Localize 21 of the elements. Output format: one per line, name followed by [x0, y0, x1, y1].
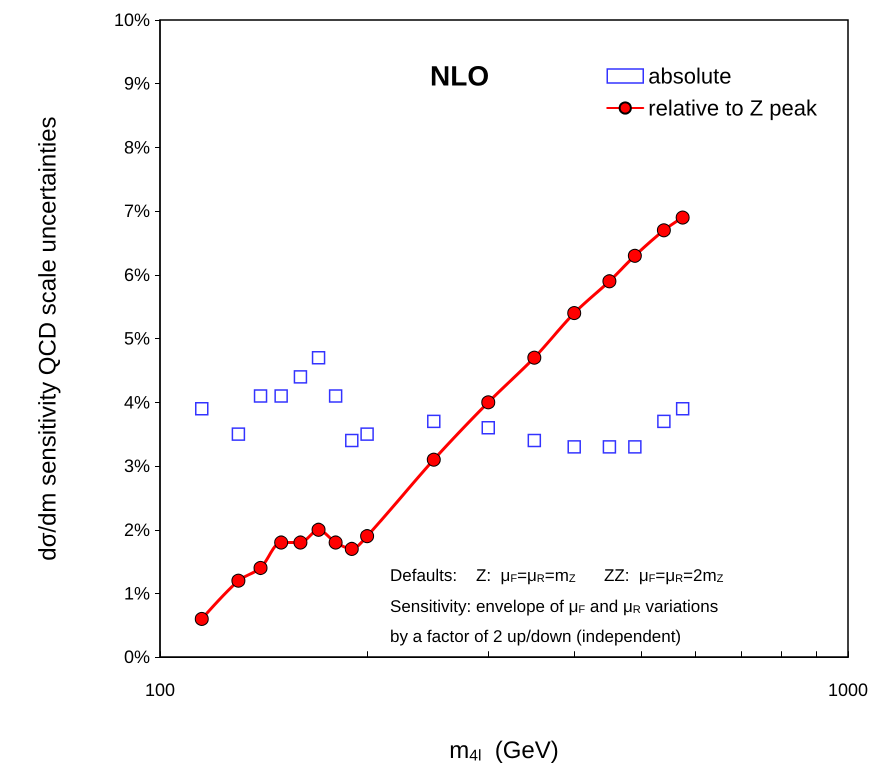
- y-tick-label: 1%: [124, 583, 150, 604]
- y-tick-label: 0%: [124, 647, 150, 668]
- annotation: NLO: [430, 60, 490, 92]
- y-tick-label: 8%: [124, 137, 150, 158]
- y-tick-label: 3%: [124, 456, 150, 476]
- legend-label: absolute: [648, 64, 732, 88]
- y-tick-label: 5%: [124, 328, 150, 349]
- y-tick-label: 4%: [124, 392, 150, 412]
- y-tick-label: 10%: [114, 10, 150, 30]
- annotation: Sensitivity: envelope of μF and μR variations: [390, 596, 718, 616]
- x-tick-label: 100: [144, 680, 176, 700]
- y-axis-title: dσ/dm sensitivity QCD scale uncertainties: [34, 116, 62, 561]
- x-tick-label: 1000: [828, 680, 868, 700]
- y-tick-label: 2%: [124, 520, 150, 540]
- text: Defaults: Z: μF=μR=mZ ZZ: μF=μR=2mZ: [390, 566, 724, 586]
- y-tick-label: 6%: [124, 264, 150, 285]
- legend-label: relative to Z peak: [648, 96, 818, 120]
- x-axis-title: m4l (GeV): [449, 737, 559, 764]
- annotation: by a factor of 2 up/down (independent): [390, 627, 682, 646]
- y-tick-label: 7%: [124, 201, 150, 222]
- y-tick-label: 9%: [124, 74, 150, 94]
